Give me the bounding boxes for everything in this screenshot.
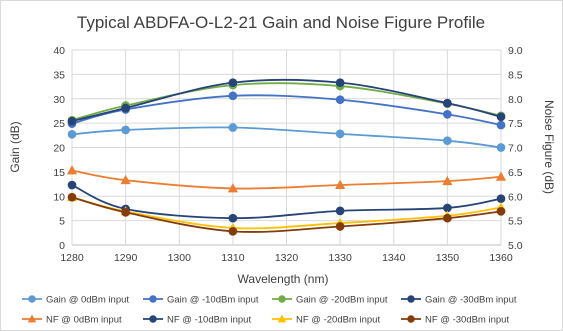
y2-tick-label: 6.5 <box>508 167 523 179</box>
chart-title: Typical ABDFA-O-L2-21 Gain and Noise Fig… <box>77 13 485 32</box>
series-marker <box>228 213 238 223</box>
legend-label: NF @ 0dBm input <box>46 315 122 326</box>
x-tick-label: 1300 <box>168 252 192 264</box>
series-marker <box>496 120 506 130</box>
series-marker <box>67 116 77 126</box>
y-tick-label: 40 <box>53 45 65 57</box>
series-marker <box>496 143 506 152</box>
series-marker <box>228 78 238 88</box>
y2-tick-label: 9.0 <box>508 45 523 57</box>
series-marker <box>443 110 452 119</box>
x-tick-label: 1290 <box>114 252 138 264</box>
x-axis-label: Wavelength (nm) <box>238 272 329 286</box>
series-marker <box>443 203 452 213</box>
series-marker <box>227 183 238 193</box>
series-layer <box>66 78 507 236</box>
series-marker <box>407 295 415 303</box>
series-marker <box>67 192 77 202</box>
legend-label: NF @ -20dBm input <box>296 315 380 326</box>
y-tick-label: 35 <box>53 69 65 81</box>
legend-label: Gain @ -20dBm input <box>296 295 388 306</box>
series-marker <box>278 295 286 303</box>
series-marker <box>495 171 507 181</box>
series-marker <box>66 165 78 175</box>
y-axis-label: Gain (dB) <box>8 121 22 172</box>
series-marker <box>442 175 453 186</box>
series-marker <box>121 207 130 217</box>
series-marker <box>335 95 345 105</box>
y-tick-label: 20 <box>53 143 65 155</box>
x-tick-label: 1350 <box>436 252 460 264</box>
x-tick-label: 1330 <box>328 252 352 264</box>
series-marker <box>149 315 157 323</box>
y2-tick-label: 7.5 <box>508 118 523 130</box>
series-marker <box>121 103 130 113</box>
series-marker <box>149 295 157 303</box>
x-tick-label: 1280 <box>60 252 84 264</box>
series-marker <box>277 314 287 323</box>
series-marker <box>121 125 130 135</box>
tick-layer: 0 5 10 15 20 25 30 35 40 1280 1290 1300 1310 1320 1330… <box>53 45 522 264</box>
series-marker <box>335 78 345 88</box>
legend: Gain @ 0dBm input Gain @ -10dBm input Gain… <box>22 295 517 326</box>
series-marker <box>496 112 506 122</box>
series-marker <box>496 207 506 216</box>
series-marker <box>407 315 415 323</box>
series-marker <box>443 136 452 146</box>
x-tick-label: 1340 <box>382 252 406 264</box>
legend-label: NF @ -10dBm input <box>167 315 251 326</box>
y-tick-label: 0 <box>59 240 65 252</box>
y2-tick-label: 5.0 <box>508 240 523 252</box>
series-marker <box>335 129 345 139</box>
legend-label: NF @ -30dBm input <box>425 315 509 326</box>
y2-tick-label: 5.5 <box>508 216 523 228</box>
series-marker <box>228 227 238 236</box>
legend-label: Gain @ -10dBm input <box>167 295 259 306</box>
series-marker <box>335 222 345 231</box>
x-tick-label: 1360 <box>489 252 513 264</box>
y-tick-label: 5 <box>59 216 65 228</box>
legend-label: Gain @ -30dBm input <box>425 295 517 306</box>
series-marker <box>120 174 131 185</box>
series-marker <box>27 314 37 323</box>
series-marker <box>67 129 77 139</box>
y2-axis-label: Noise Figure (dB) <box>542 100 556 194</box>
series-marker <box>443 98 452 108</box>
y2-tick-label: 8.0 <box>508 94 523 106</box>
y-tick-label: 15 <box>53 167 65 179</box>
series-marker <box>67 180 77 190</box>
x-tick-label: 1310 <box>221 252 245 264</box>
series-marker <box>335 206 345 216</box>
y2-tick-label: 6.0 <box>508 191 523 203</box>
series-marker <box>443 213 452 223</box>
y2-tick-label: 7.0 <box>508 143 523 155</box>
series-marker <box>28 295 36 303</box>
series-marker <box>335 179 346 189</box>
series-marker <box>228 91 238 101</box>
series-marker <box>496 194 506 204</box>
y-tick-label: 25 <box>53 118 65 130</box>
y2-tick-label: 8.5 <box>508 69 523 81</box>
y-tick-label: 30 <box>53 94 65 106</box>
y-tick-label: 10 <box>53 191 65 203</box>
legend-label: Gain @ 0dBm input <box>46 295 129 306</box>
x-tick-label: 1320 <box>275 252 299 264</box>
series-marker <box>228 123 238 132</box>
